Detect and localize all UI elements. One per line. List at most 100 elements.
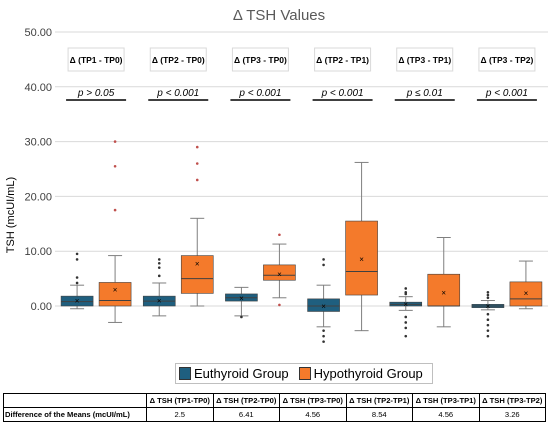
outlier-point [75, 276, 79, 279]
y-tick-label: 20.00 [24, 191, 52, 203]
y-tick-label: 40.00 [24, 82, 52, 94]
y-axis-ticks: 0.00 10.00 20.00 30.00 40.00 50.00 [24, 27, 52, 313]
table-row: Difference of the Means (mcUI/mL) 2.5 6.… [3, 407, 546, 422]
legend-label-hypothyroid: Hypothyroid Group [313, 366, 423, 381]
legend-label-euthyroid: Euthyroid Group [194, 366, 289, 381]
outlier-point [486, 318, 490, 322]
outlier-point [486, 312, 490, 316]
mean-marker: × [486, 302, 491, 311]
box-plots: × × × × × × × × × × × × [60, 140, 543, 343]
outlier-point [322, 258, 325, 261]
outlier-point [113, 140, 117, 143]
mean-marker: × [157, 297, 162, 306]
outlier-point [113, 208, 117, 212]
comparison-labels: Δ (TP1 - TP0) p > 0.05 Δ (TP2 - TP0) p < 0.… [66, 47, 537, 101]
p-value-label: p > 0.05 [77, 88, 115, 99]
comparison-label-box [67, 47, 125, 72]
outlier-point [240, 315, 243, 319]
outlier-point [486, 291, 490, 294]
comparison-label-box [396, 47, 454, 72]
y-tick-label: 10.00 [24, 246, 52, 258]
comparison-label: Δ (TP1 - TP0) [70, 55, 123, 65]
outlier-point [322, 340, 325, 343]
mean-marker: × [113, 286, 118, 295]
outlier-point [278, 303, 281, 307]
y-axis-label: TSH (mcUI/mL) [5, 177, 17, 253]
chart-title: Δ TSH Values [233, 7, 325, 24]
mean-marker: × [239, 294, 244, 303]
outlier-point [486, 296, 490, 300]
outlier-point [404, 315, 408, 319]
mean-marker: × [524, 289, 529, 298]
comparison-label: Δ (TP2 - TP0) [152, 55, 205, 65]
comparison-label-box [314, 47, 372, 72]
outlier-point [157, 274, 161, 278]
box-hypothyroid-group: × [263, 233, 296, 307]
outlier-point [322, 329, 325, 332]
table-header: Δ TSH (TP3-TP2) [478, 393, 546, 408]
y-tick-label: 50.00 [24, 27, 52, 39]
legend-swatch-hypothyroid [298, 367, 311, 380]
table-cell: 3.26 [478, 407, 546, 422]
mean-marker: × [195, 259, 200, 268]
box-euthyroid-group: × [142, 258, 176, 317]
outlier-point [195, 162, 199, 165]
p-value-label: p < 0.001 [238, 88, 281, 99]
box-euthyroid-group: × [471, 291, 505, 338]
table-cell: 8.54 [345, 407, 413, 422]
outlier-point [157, 261, 161, 265]
comparison-label: Δ (TP3 - TP2) [480, 55, 533, 65]
p-value-label: p < 0.001 [485, 88, 528, 99]
comparison-label-box [149, 47, 207, 72]
y-tick-label: 0.00 [31, 301, 52, 313]
tsh-boxplot-chart: Δ TSH Values TSH (mcUI/mL) 0.00 10.00 20.0… [5, 7, 548, 343]
outlier-point [404, 334, 408, 338]
outlier-point [486, 329, 490, 332]
table-header: Δ TSH (TP3-TP0) [279, 393, 347, 408]
outlier-point [75, 258, 79, 261]
outlier-point [404, 287, 408, 290]
outlier-point [404, 321, 408, 324]
mean-marker: × [403, 300, 408, 309]
outlier-point [404, 291, 408, 294]
box-hypothyroid-group: × [98, 140, 132, 323]
outlier-point [486, 334, 490, 338]
mean-marker: × [277, 270, 282, 279]
comparison-label: Δ (TP3 - TP0) [234, 55, 287, 65]
legend-swatch-euthyroid [179, 367, 191, 380]
iqr-box [263, 264, 296, 281]
table-header: Δ TSH (TP2-TP0) [212, 393, 280, 408]
table-cell: 4.56 [412, 407, 480, 422]
table-header: Δ TSH (TP1-TP0) [146, 393, 214, 408]
table-header-row: Δ TSH (TP1-TP0) Δ TSH (TP2-TP0) Δ TSH (T… [3, 393, 546, 408]
iqr-box [345, 220, 378, 296]
outlier-point [157, 258, 161, 261]
box-hypothyroid-group: × [180, 145, 214, 307]
outlier-point [486, 293, 490, 297]
mean-marker: × [75, 297, 80, 306]
p-value-label: p < 0.001 [321, 88, 364, 99]
gridlines [55, 31, 548, 307]
outlier-point [157, 266, 161, 269]
chart-legend: Euthyroid Group Hypothyroid Group [175, 363, 433, 384]
outlier-point [195, 178, 199, 182]
outlier-point [404, 326, 408, 330]
iqr-box [509, 281, 543, 307]
iqr-box [307, 298, 340, 312]
comparison-label: Δ (TP2 - TP1) [316, 55, 369, 65]
difference-table: Δ TSH (TP1-TP0) Δ TSH (TP2-TP0) Δ TSH (T… [3, 393, 546, 422]
mean-marker: × [321, 302, 326, 311]
iqr-box [180, 255, 214, 294]
outlier-point [75, 281, 79, 285]
table-header: Δ TSH (TP2-TP1) [345, 393, 413, 408]
table-corner-cell [3, 393, 147, 408]
table-cell: 6.41 [212, 407, 280, 422]
y-tick-label: 30.00 [24, 137, 52, 149]
mean-marker: × [441, 288, 446, 297]
iqr-box [60, 295, 94, 307]
mean-marker: × [359, 255, 364, 264]
box-hypothyroid-group: × [345, 161, 378, 332]
comparison-label-box [478, 47, 536, 72]
legend-item-euthyroid: Euthyroid Group [179, 366, 289, 381]
outlier-point [278, 233, 281, 237]
